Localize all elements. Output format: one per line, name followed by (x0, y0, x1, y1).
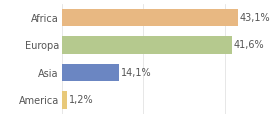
Bar (62, 91, 67, 109)
Text: 14,1%: 14,1% (121, 68, 152, 78)
Text: 1,2%: 1,2% (69, 95, 93, 105)
Text: 43,1%: 43,1% (240, 13, 271, 23)
Text: 41,6%: 41,6% (234, 40, 265, 50)
Bar (62, 64, 119, 81)
Bar (62, 9, 238, 27)
Bar (62, 36, 232, 54)
